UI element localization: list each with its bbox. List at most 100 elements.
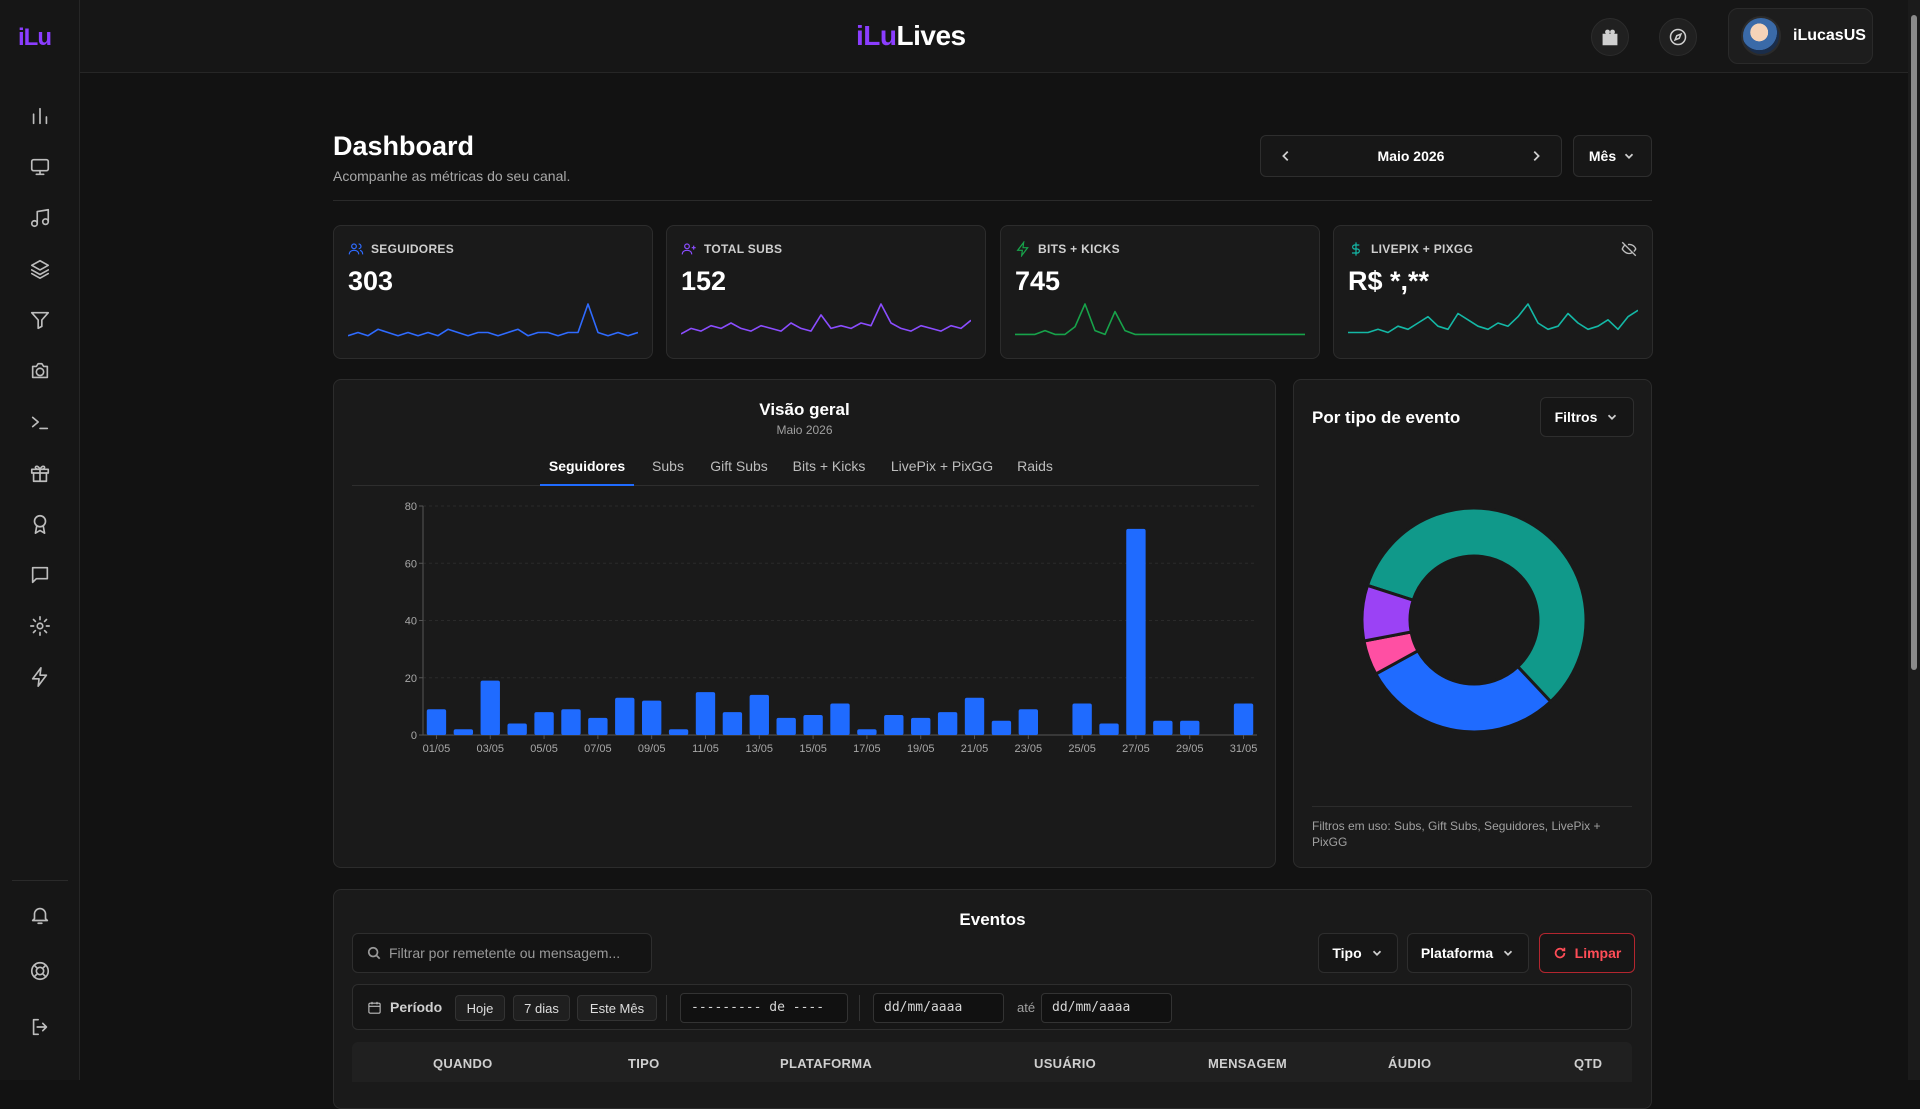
- user-menu[interactable]: iLucasUS: [1728, 8, 1873, 64]
- tab-raids[interactable]: Raids: [1017, 458, 1053, 474]
- bar: [1072, 703, 1092, 735]
- bar-chart: 0 20 40 60 80 01/05 03/05 05/05 07/05 09/05 11/05 1…: [405, 501, 1258, 755]
- bar: [615, 697, 635, 735]
- date-to-input[interactable]: dd/mm/aaaa: [1041, 993, 1172, 1023]
- platform-select[interactable]: Plataforma: [1407, 933, 1529, 973]
- compass-icon[interactable]: [1659, 18, 1697, 56]
- music-note-icon[interactable]: [16, 198, 64, 238]
- col-plataforma[interactable]: PLATAFORMA: [780, 1056, 873, 1071]
- quick-this-month[interactable]: Este Mês: [577, 995, 657, 1021]
- search-input[interactable]: Filtrar por remetente ou mensagem...: [352, 933, 652, 973]
- bar: [722, 712, 743, 735]
- gift-icon[interactable]: [16, 453, 64, 493]
- card-bits-kicks: BITS + KICKS 745: [1000, 225, 1320, 359]
- layers-icon[interactable]: [16, 249, 64, 289]
- x-tick-label: 25/05: [1068, 743, 1096, 755]
- donut-chart: [1360, 506, 1588, 734]
- gear-icon[interactable]: [16, 606, 64, 646]
- sparkline-seguidores: [348, 303, 638, 337]
- tab-livepix[interactable]: LivePix + PixGG: [890, 458, 994, 474]
- card-label: TOTAL SUBS: [704, 242, 783, 256]
- search-icon: [367, 946, 381, 960]
- card-seguidores: SEGUIDORES 303: [333, 225, 653, 359]
- terminal-icon[interactable]: [16, 402, 64, 442]
- col-usuario[interactable]: USUÁRIO: [1034, 1056, 1097, 1071]
- eye-off-icon[interactable]: [1620, 240, 1638, 258]
- sidebar: iLu: [0, 0, 80, 1080]
- donut-slice: [1373, 648, 1553, 734]
- sparkline-subs: [681, 303, 971, 335]
- monitor-icon[interactable]: [16, 147, 64, 187]
- bar: [911, 717, 931, 735]
- col-quando[interactable]: QUANDO: [433, 1056, 493, 1071]
- event-type-title: Por tipo de evento: [1312, 408, 1461, 427]
- dollar-icon: [1352, 242, 1360, 256]
- card-label: BITS + KICKS: [1038, 242, 1120, 256]
- clear-button[interactable]: Limpar: [1539, 933, 1635, 973]
- clear-label: Limpar: [1574, 945, 1622, 961]
- gift-box-icon[interactable]: [1591, 18, 1629, 56]
- quick-today[interactable]: Hoje: [455, 995, 505, 1021]
- card-value: R$ *,**: [1348, 266, 1430, 296]
- chevron-left-icon[interactable]: [1279, 149, 1293, 163]
- brand-ilu: iLu: [856, 20, 897, 51]
- quick-7-days[interactable]: 7 dias: [513, 995, 570, 1021]
- bar: [426, 709, 447, 735]
- chevron-right-icon[interactable]: [1529, 149, 1543, 163]
- tab-bits-kicks[interactable]: Bits + Kicks: [792, 458, 866, 474]
- period-filter-row: Período Hoje 7 dias Este Mês --------- d…: [352, 984, 1632, 1030]
- card-livepix: LIVEPIX + PIXGG R$ *,**: [1333, 225, 1653, 359]
- help-circle-icon[interactable]: [16, 951, 64, 991]
- chat-icon[interactable]: [16, 555, 64, 595]
- brand-logo[interactable]: iLuLives: [856, 20, 966, 52]
- bar: [884, 714, 904, 735]
- x-tick-label: 07/05: [584, 743, 612, 755]
- bar: [588, 717, 608, 735]
- sidebar-divider: [12, 880, 68, 881]
- bar: [507, 723, 527, 735]
- overview-tabs: Seguidores Subs Gift Subs Bits + Kicks L…: [352, 450, 1259, 486]
- app-logo[interactable]: iLu: [18, 24, 52, 51]
- bar: [964, 697, 985, 735]
- x-tick-label: 19/05: [907, 743, 935, 755]
- filters-button[interactable]: Filtros: [1540, 397, 1634, 437]
- bar: [1018, 709, 1039, 735]
- col-qtd[interactable]: QTD: [1574, 1056, 1603, 1071]
- col-tipo[interactable]: TIPO: [628, 1056, 660, 1071]
- award-icon[interactable]: [16, 504, 64, 544]
- logout-icon[interactable]: [16, 1007, 64, 1047]
- bar: [749, 694, 769, 735]
- y-tick-label: 40: [405, 616, 417, 628]
- events-title: Eventos: [959, 910, 1026, 929]
- events-panel: Eventos Filtrar por remetente ou mensage…: [333, 889, 1652, 1109]
- col-mensagem[interactable]: MENSAGEM: [1208, 1056, 1287, 1071]
- bar-chart-icon[interactable]: [16, 96, 64, 136]
- camera-icon[interactable]: [16, 351, 64, 391]
- overview-title: Visão geral: [759, 400, 850, 419]
- tab-gift-subs[interactable]: Gift Subs: [710, 458, 768, 474]
- bell-icon[interactable]: [16, 895, 64, 935]
- tab-subs[interactable]: Subs: [652, 458, 684, 474]
- type-select[interactable]: Tipo: [1318, 933, 1398, 973]
- x-tick-label: 11/05: [692, 743, 719, 755]
- date-from-input[interactable]: dd/mm/aaaa: [873, 993, 1004, 1023]
- card-value: 745: [1015, 266, 1061, 296]
- page-scrollbar[interactable]: [1908, 0, 1920, 1080]
- tab-seguidores[interactable]: Seguidores: [540, 450, 634, 486]
- col-audio[interactable]: ÁUDIO: [1388, 1056, 1432, 1071]
- y-tick-label: 60: [405, 558, 417, 570]
- filter-icon[interactable]: [16, 300, 64, 340]
- bar: [1099, 723, 1119, 735]
- top-bar: [80, 0, 1920, 73]
- card-value: 303: [348, 266, 394, 296]
- bar: [534, 712, 554, 735]
- brand-lives: Lives: [896, 20, 967, 51]
- bar: [641, 700, 662, 735]
- bar: [991, 720, 1012, 735]
- x-tick-label: 23/05: [1015, 743, 1043, 755]
- card-label: LIVEPIX + PIXGG: [1371, 242, 1474, 256]
- month-input[interactable]: --------- de ----: [680, 993, 848, 1023]
- scrollbar-thumb[interactable]: [1911, 15, 1917, 670]
- lightning-icon[interactable]: [16, 657, 64, 697]
- period-select[interactable]: Mês: [1573, 135, 1652, 177]
